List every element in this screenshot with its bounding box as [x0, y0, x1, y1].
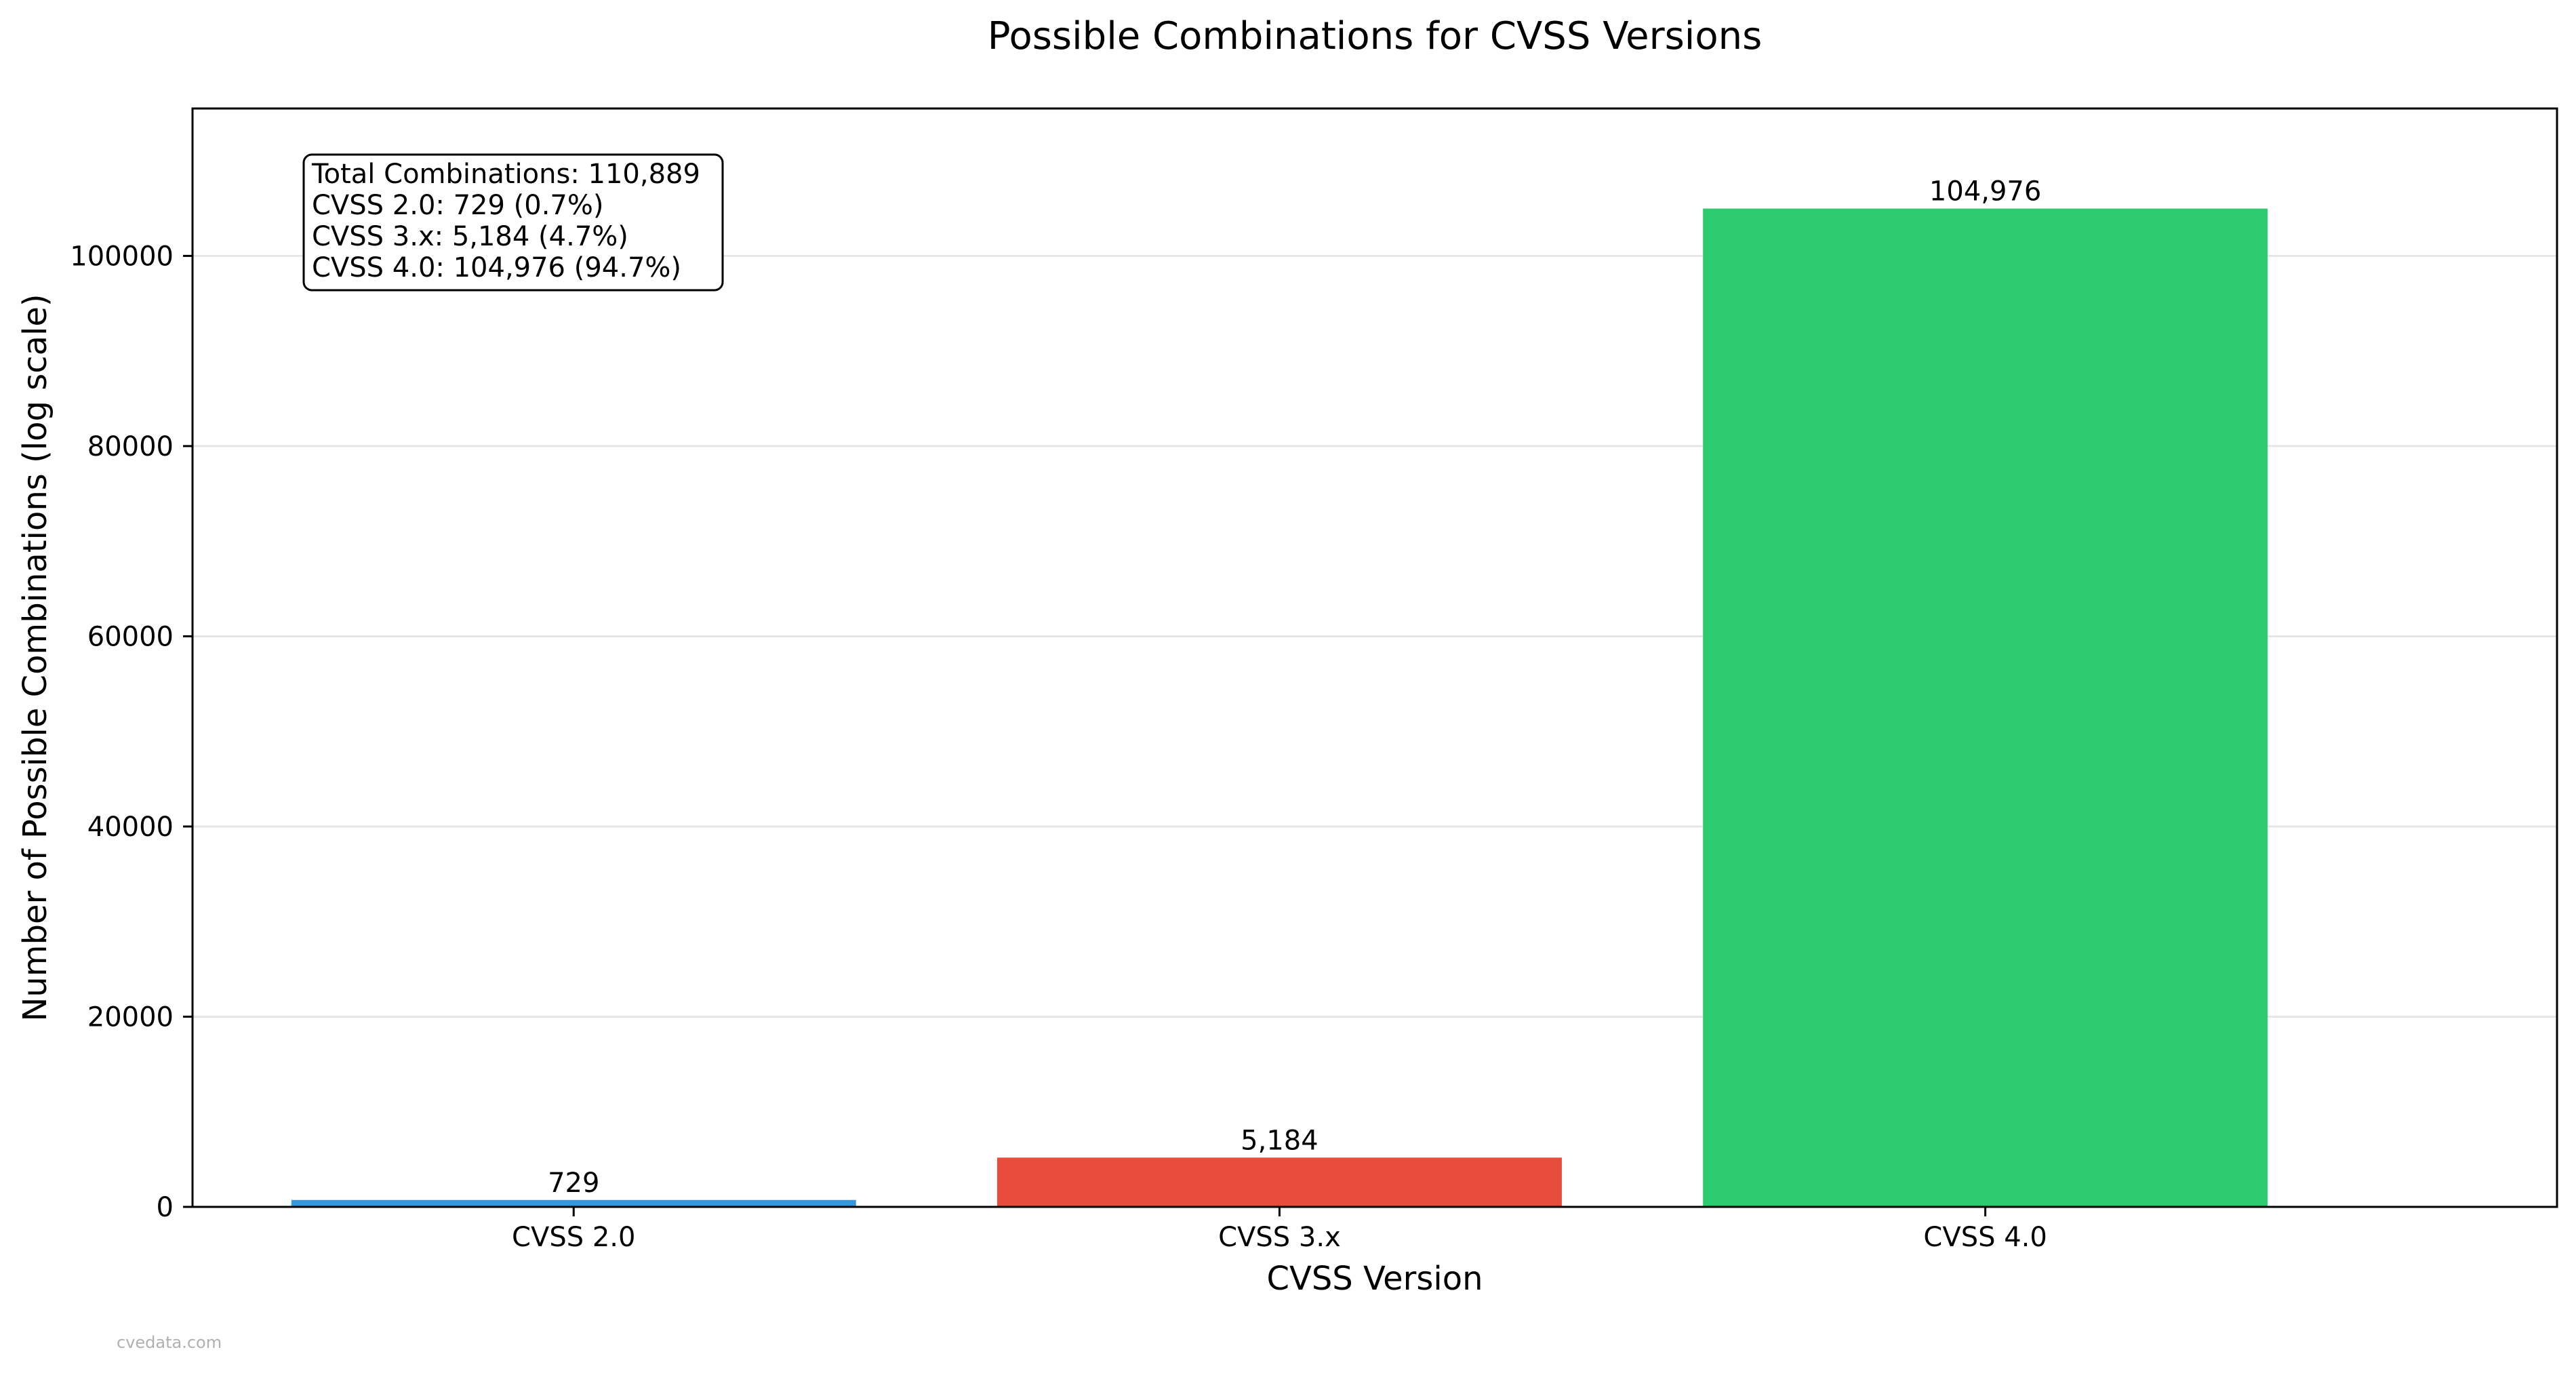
- data-label: 104,976: [1929, 176, 2041, 207]
- y-tick-label: 60000: [87, 621, 174, 652]
- bar-cvss-2-0: [291, 1199, 856, 1207]
- data-label: 5,184: [1241, 1125, 1319, 1156]
- y-tick-label: 80000: [87, 431, 174, 462]
- summary-box: Total Combinations: 110,889 CVSS 2.0: 72…: [302, 153, 724, 292]
- watermark: cvedata.com: [117, 1333, 222, 1352]
- y-tick-label: 100000: [70, 241, 174, 272]
- y-tick-label: 40000: [87, 812, 174, 843]
- y-axis-label: Number of Possible Combinations (log sca…: [16, 294, 54, 1021]
- summary-cvss-3: CVSS 3.x: 5,184 (4.7%): [312, 221, 628, 252]
- bar-cvss-4-0: [1703, 208, 2268, 1207]
- summary-box-frame: [302, 153, 724, 292]
- data-label: 729: [548, 1168, 599, 1199]
- chart-title: Possible Combinations for CVSS Versions: [988, 14, 1763, 58]
- x-tick-label: CVSS 4.0: [1923, 1222, 2047, 1253]
- y-axis-ticks: 0 20000 40000 60000 80000 100000: [70, 241, 193, 1223]
- y-tick-label: 0: [157, 1192, 174, 1223]
- x-tick-label: CVSS 2.0: [512, 1222, 635, 1253]
- x-axis-label: CVSS Version: [1266, 1260, 1483, 1298]
- summary-cvss-2: CVSS 2.0: 729 (0.7%): [312, 190, 604, 221]
- x-axis-ticks: CVSS 2.0 CVSS 3.x CVSS 4.0: [512, 1207, 2047, 1253]
- summary-cvss-4: CVSS 4.0: 104,976 (94.7%): [312, 252, 681, 283]
- bars: [291, 208, 2268, 1207]
- y-tick-label: 20000: [87, 1001, 174, 1033]
- summary-total: Total Combinations: 110,889: [311, 159, 700, 190]
- data-labels: 729 5,184 104,976: [548, 176, 2041, 1199]
- bar-cvss-3-x: [997, 1157, 1562, 1207]
- x-tick-label: CVSS 3.x: [1218, 1222, 1341, 1253]
- plot-frame: [191, 107, 2558, 1208]
